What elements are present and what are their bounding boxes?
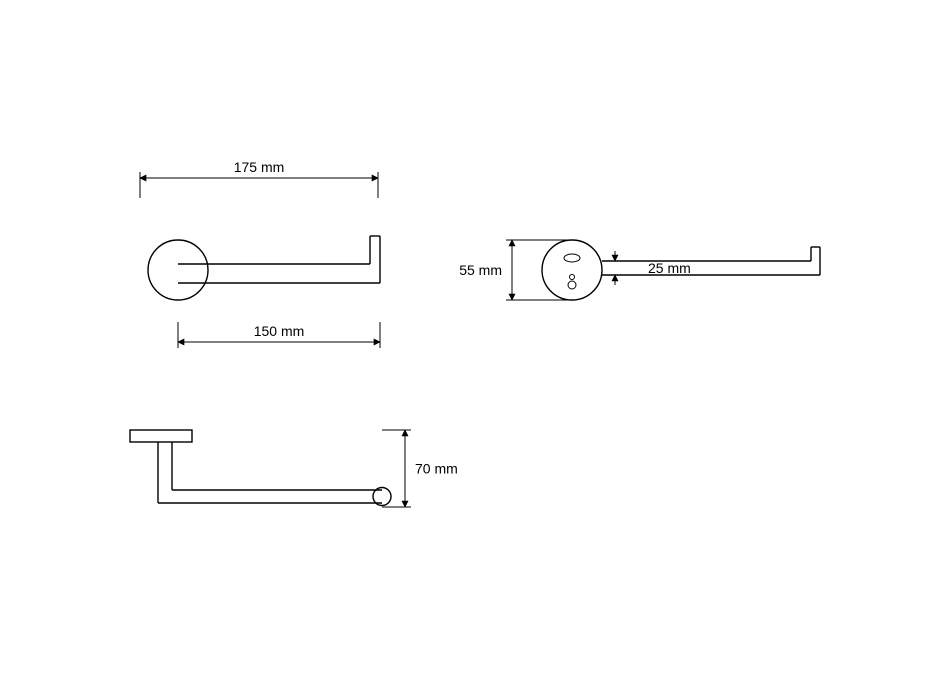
rosette-front — [148, 240, 208, 300]
mount-slot — [564, 254, 580, 262]
top-view: 70 mm — [130, 430, 458, 507]
dim-55mm-label: 55 mm — [459, 262, 502, 278]
dim-150mm-label: 150 mm — [254, 323, 305, 339]
side-view: 55 mm 25 mm — [459, 240, 820, 300]
front-view: 175 mm 150 mm — [140, 159, 380, 348]
dim-70mm-label: 70 mm — [415, 461, 458, 477]
technical-drawing: 175 mm 150 mm 55 mm 25 mm 70 mm — [0, 0, 928, 686]
mount-plate-top — [130, 430, 192, 442]
dim-25mm-label: 25 mm — [648, 260, 691, 276]
screw-hole — [568, 281, 576, 289]
dim-175mm-label: 175 mm — [234, 159, 285, 175]
rosette-side — [542, 240, 602, 300]
